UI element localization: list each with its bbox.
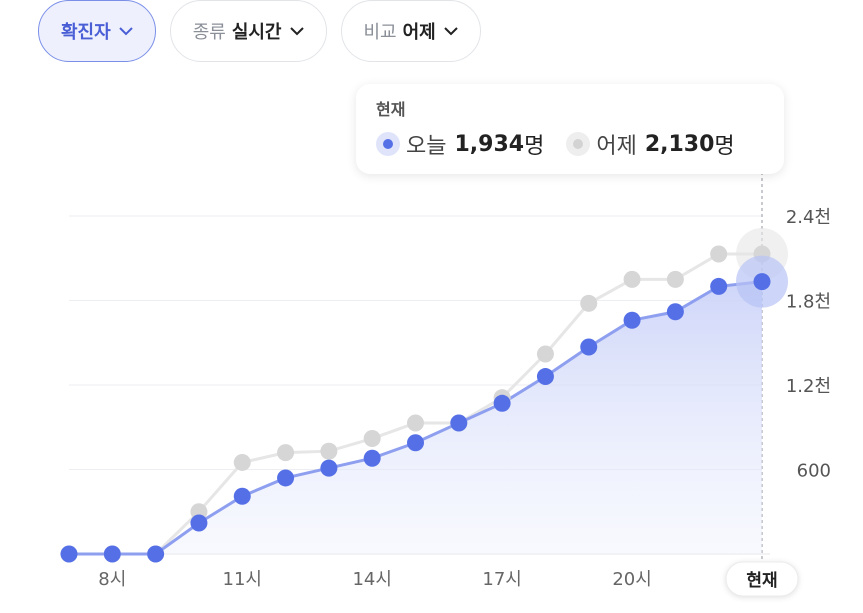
today-label: 오늘 <box>406 134 447 159</box>
filter-bar: 확진자 종류 실시간 비교 어제 <box>38 0 481 62</box>
chevron-down-icon <box>444 26 458 35</box>
today-point <box>320 459 338 477</box>
y-tick-label: 2.4천 <box>786 207 831 228</box>
today-point <box>536 368 554 386</box>
yesterday-point <box>580 294 598 312</box>
today-point <box>277 469 295 487</box>
yesterday-point <box>710 245 728 263</box>
today-point <box>753 273 771 291</box>
today-point <box>493 394 511 412</box>
yesterday-point <box>233 453 251 471</box>
yesterday-point <box>623 270 641 288</box>
tooltip: 현재 오늘 1,934 명 어제 2,130 명 <box>356 84 784 174</box>
x-tick-label: 8시 <box>98 569 126 590</box>
type-filter-button[interactable]: 종류 실시간 <box>169 0 327 62</box>
yesterday-point <box>407 414 424 432</box>
yesterday-unit: 명 <box>714 134 735 159</box>
today-point <box>450 414 468 432</box>
today-point <box>190 514 208 532</box>
yesterday-point <box>363 430 381 448</box>
y-tick-label: 600 <box>797 461 831 482</box>
chart-area: 600 1.2천 1.8천 2.4천 8시 11시 14시 17시 20시 현재 <box>0 80 863 613</box>
y-tick-label: 1.8천 <box>786 292 831 313</box>
y-tick-label: 1.2천 <box>786 376 831 397</box>
line-chart: 600 1.2천 1.8천 2.4천 8시 11시 14시 17시 20시 현재 <box>60 172 831 597</box>
compare-filter-value: 어제 <box>402 22 436 43</box>
today-point <box>363 449 381 467</box>
today-point <box>407 434 424 452</box>
yesterday-value: 2,130 <box>644 131 715 157</box>
today-legend-icon <box>376 132 400 156</box>
today-point <box>103 545 121 563</box>
x-tick-label: 11시 <box>223 569 262 590</box>
today-point <box>147 545 165 563</box>
today-point <box>233 487 251 505</box>
compare-filter-key: 비교 <box>363 22 397 43</box>
today-value: 1,934 <box>454 131 525 157</box>
current-x-badge-bg <box>725 561 799 597</box>
metric-filter-button[interactable]: 확진자 <box>38 0 156 62</box>
yesterday-point <box>277 444 295 462</box>
x-tick-label: 17시 <box>482 569 521 590</box>
yesterday-point <box>666 270 684 288</box>
current-x-badge: 현재 <box>725 561 799 597</box>
yesterday-legend-icon <box>566 132 591 156</box>
chevron-down-icon <box>289 26 304 35</box>
today-point <box>60 545 78 563</box>
yesterday-label: 어제 <box>596 134 637 159</box>
type-filter-value: 실시간 <box>231 22 282 43</box>
x-tick-label: 현재 <box>746 571 777 591</box>
yesterday-point <box>536 345 554 363</box>
type-filter-key: 종류 <box>192 22 226 43</box>
chevron-down-icon <box>118 26 133 35</box>
today-point <box>710 277 728 295</box>
today-point <box>580 338 598 356</box>
metric-filter-label: 확진자 <box>61 22 111 43</box>
today-point <box>623 311 641 329</box>
today-point <box>666 303 684 321</box>
compare-filter-button[interactable]: 비교 어제 <box>340 0 481 62</box>
x-tick-label: 20시 <box>612 569 651 590</box>
tooltip-title: 현재 <box>376 100 406 119</box>
today-unit: 명 <box>524 134 545 159</box>
x-tick-label: 14시 <box>352 569 391 590</box>
tooltip-row: 오늘 1,934 명 어제 2,130 명 <box>376 128 764 160</box>
yesterday-point <box>320 442 338 460</box>
